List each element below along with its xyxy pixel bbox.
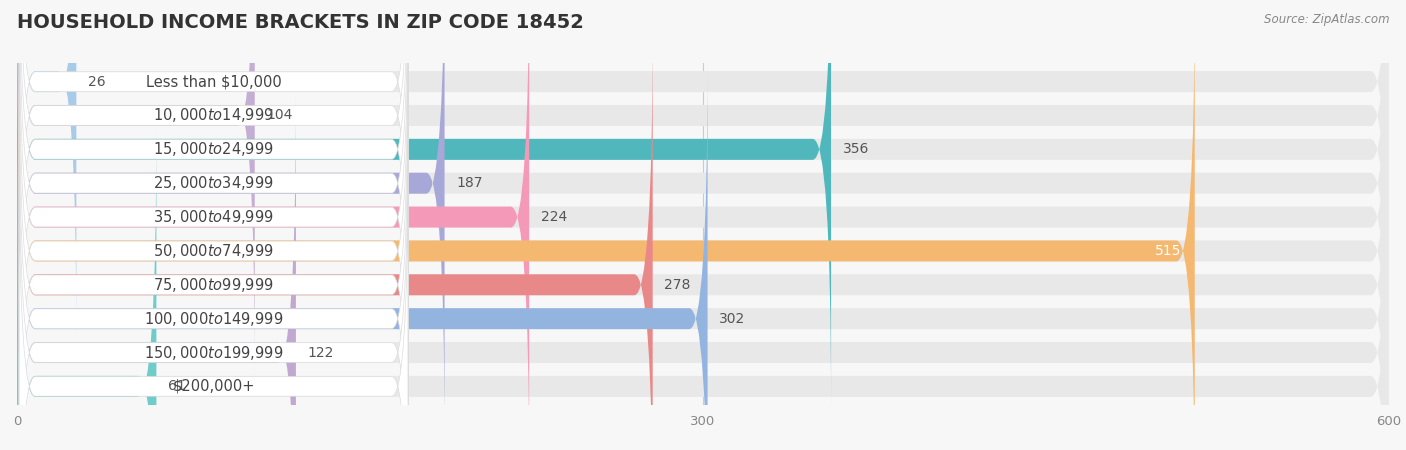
FancyBboxPatch shape: [20, 24, 408, 450]
FancyBboxPatch shape: [17, 0, 831, 410]
FancyBboxPatch shape: [17, 0, 1195, 450]
Text: $100,000 to $149,999: $100,000 to $149,999: [143, 310, 283, 328]
Text: $150,000 to $199,999: $150,000 to $199,999: [143, 343, 283, 361]
Text: 187: 187: [456, 176, 482, 190]
FancyBboxPatch shape: [17, 0, 1389, 444]
FancyBboxPatch shape: [17, 126, 156, 450]
Text: 122: 122: [308, 346, 333, 360]
Text: $200,000+: $200,000+: [173, 379, 254, 394]
Text: $15,000 to $24,999: $15,000 to $24,999: [153, 140, 274, 158]
FancyBboxPatch shape: [20, 0, 408, 444]
FancyBboxPatch shape: [20, 159, 408, 450]
Text: 302: 302: [718, 312, 745, 326]
FancyBboxPatch shape: [17, 58, 707, 450]
Text: 224: 224: [541, 210, 567, 224]
FancyBboxPatch shape: [20, 125, 408, 450]
FancyBboxPatch shape: [20, 58, 408, 450]
Text: $35,000 to $49,999: $35,000 to $49,999: [153, 208, 274, 226]
FancyBboxPatch shape: [20, 0, 408, 343]
FancyBboxPatch shape: [20, 0, 408, 377]
FancyBboxPatch shape: [17, 92, 1389, 450]
Text: 515: 515: [1154, 244, 1181, 258]
FancyBboxPatch shape: [17, 0, 1389, 376]
FancyBboxPatch shape: [17, 58, 1389, 450]
FancyBboxPatch shape: [17, 126, 1389, 450]
Text: Source: ZipAtlas.com: Source: ZipAtlas.com: [1264, 14, 1389, 27]
FancyBboxPatch shape: [17, 0, 1389, 450]
FancyBboxPatch shape: [17, 92, 295, 450]
Text: Less than $10,000: Less than $10,000: [146, 74, 281, 89]
FancyBboxPatch shape: [17, 0, 254, 376]
Text: $75,000 to $99,999: $75,000 to $99,999: [153, 276, 274, 294]
Text: $10,000 to $14,999: $10,000 to $14,999: [153, 107, 274, 125]
Text: $25,000 to $34,999: $25,000 to $34,999: [153, 174, 274, 192]
Text: 26: 26: [87, 75, 105, 89]
Text: HOUSEHOLD INCOME BRACKETS IN ZIP CODE 18452: HOUSEHOLD INCOME BRACKETS IN ZIP CODE 18…: [17, 14, 583, 32]
FancyBboxPatch shape: [17, 24, 652, 450]
FancyBboxPatch shape: [17, 0, 1389, 410]
FancyBboxPatch shape: [20, 0, 408, 309]
Text: $50,000 to $74,999: $50,000 to $74,999: [153, 242, 274, 260]
FancyBboxPatch shape: [17, 24, 1389, 450]
FancyBboxPatch shape: [17, 0, 529, 450]
FancyBboxPatch shape: [20, 0, 408, 410]
FancyBboxPatch shape: [17, 0, 1389, 342]
FancyBboxPatch shape: [17, 0, 76, 342]
Text: 104: 104: [266, 108, 292, 122]
FancyBboxPatch shape: [20, 91, 408, 450]
Text: 61: 61: [167, 379, 186, 393]
Text: 356: 356: [842, 142, 869, 156]
FancyBboxPatch shape: [17, 0, 1389, 450]
Text: 278: 278: [664, 278, 690, 292]
FancyBboxPatch shape: [17, 0, 444, 444]
